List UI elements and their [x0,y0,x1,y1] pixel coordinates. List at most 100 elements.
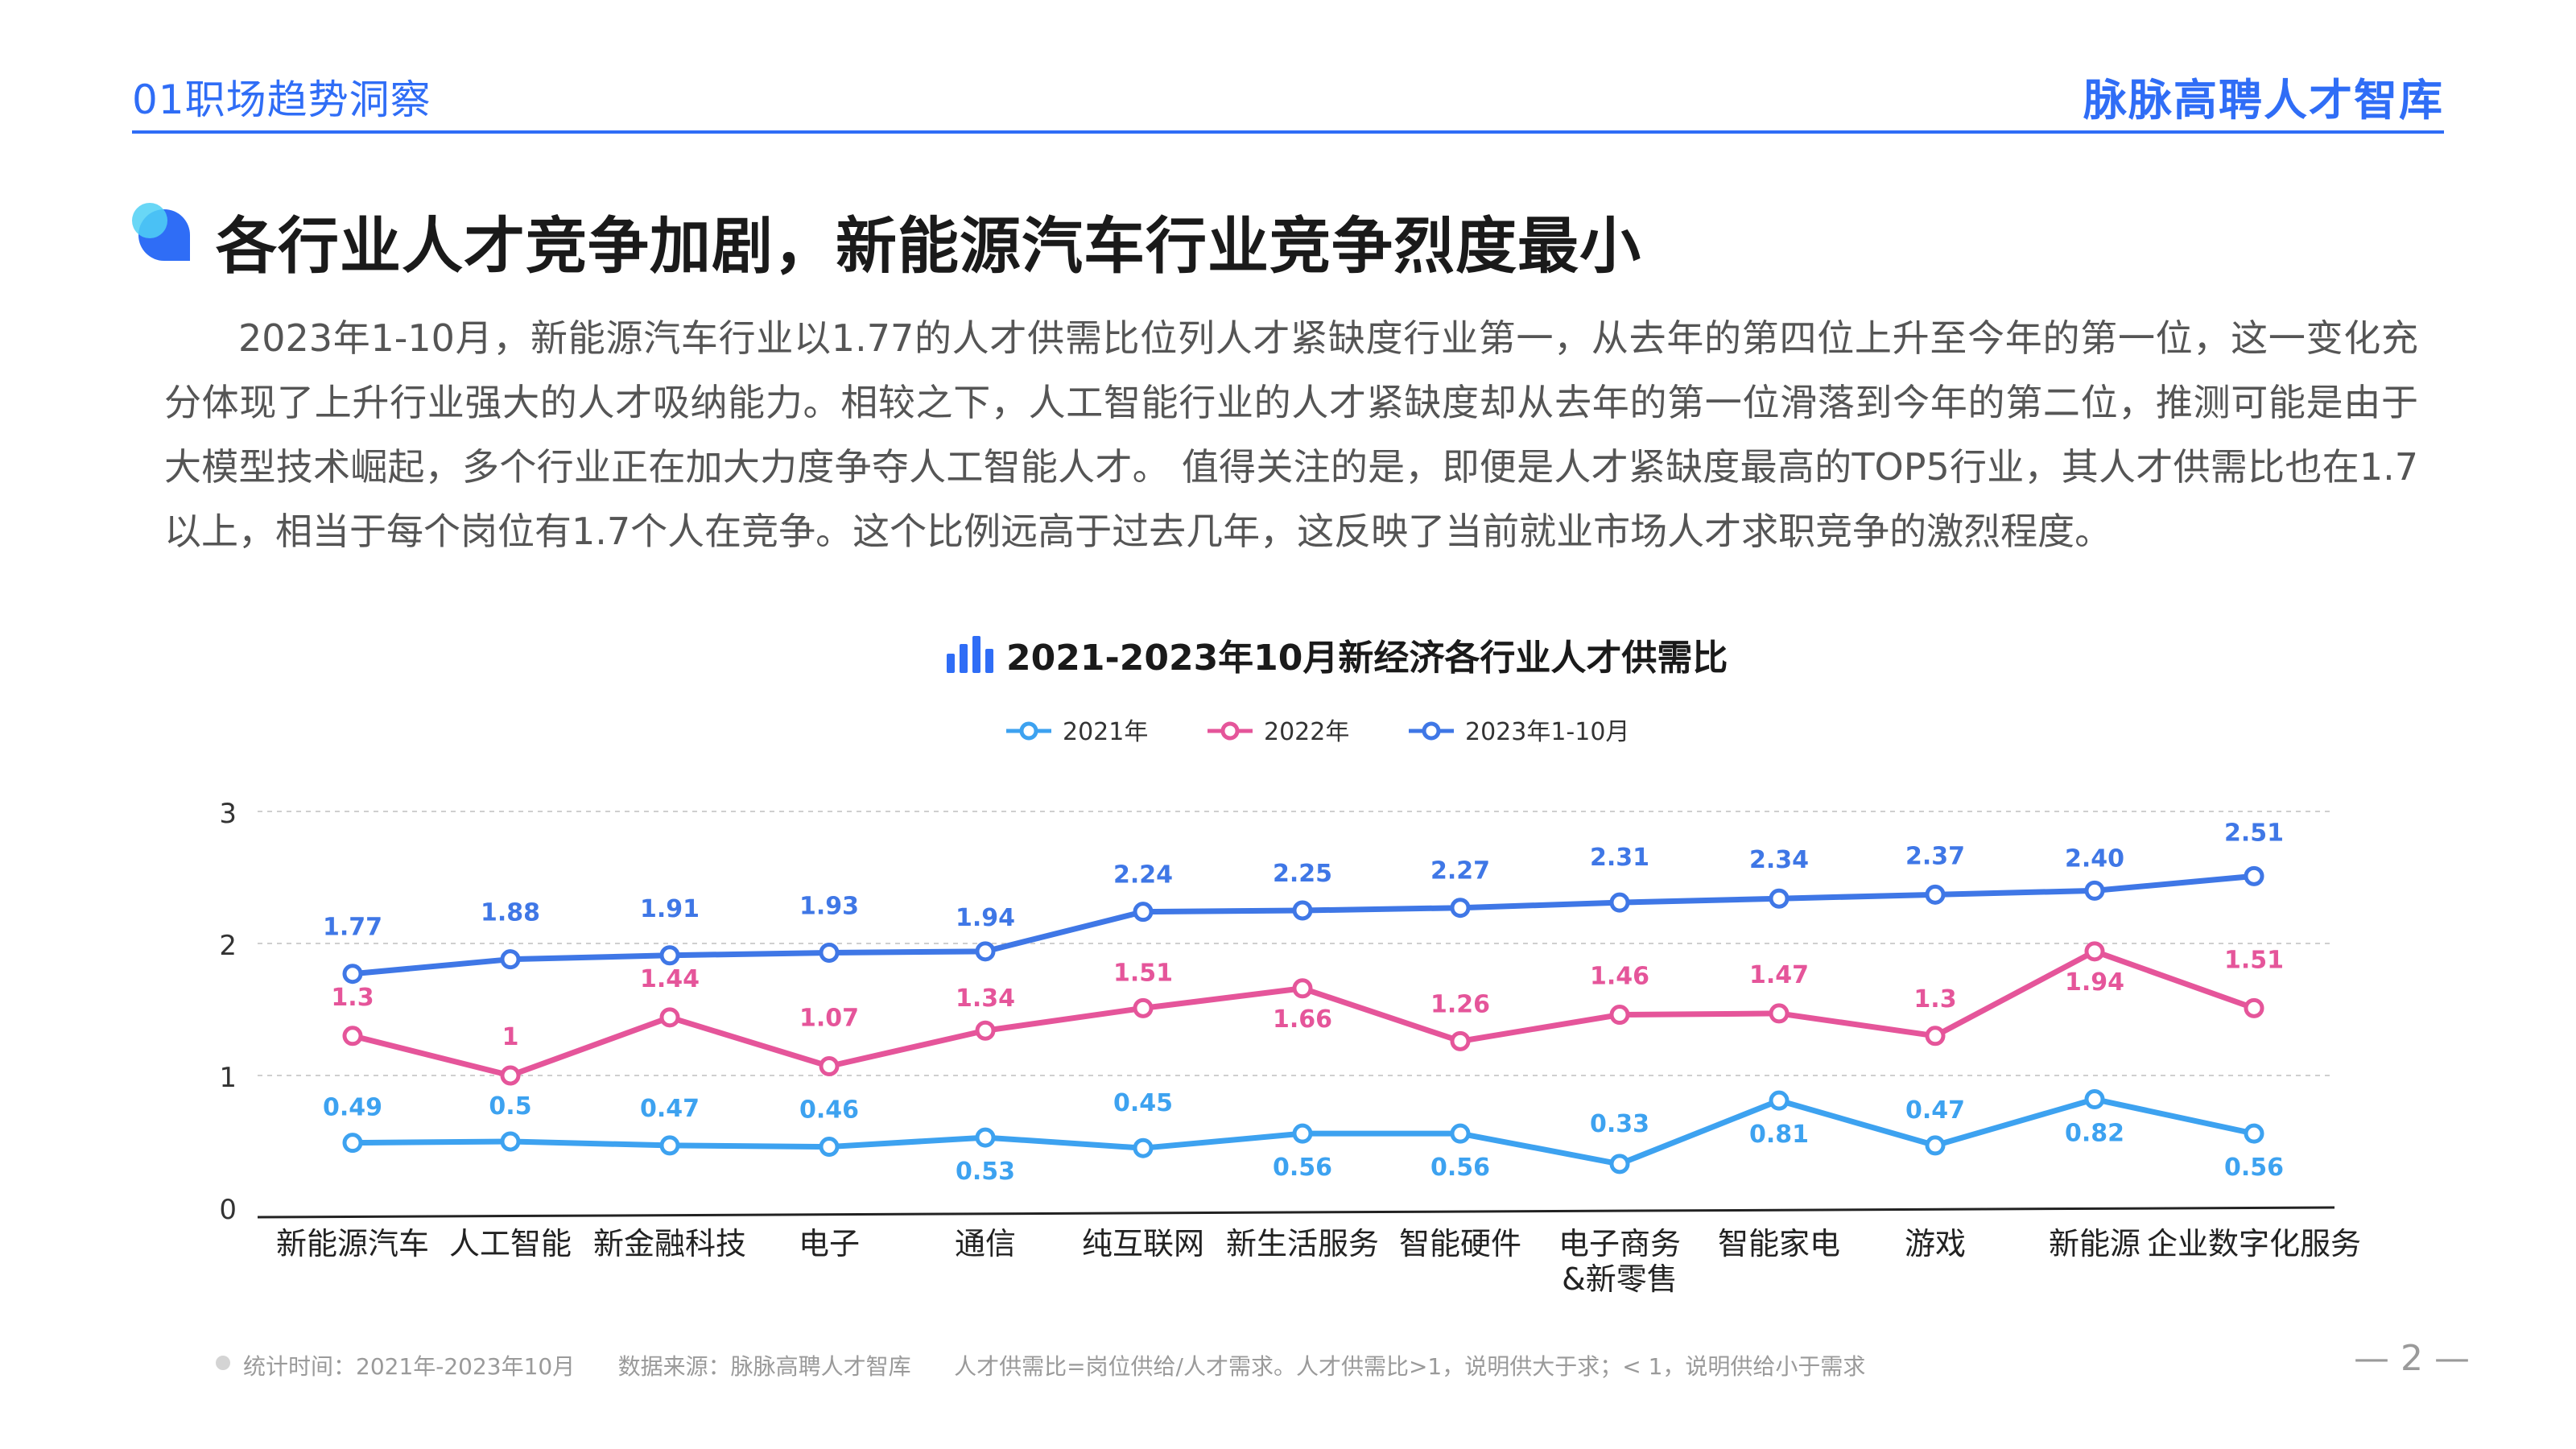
data-point [975,941,996,962]
data-point [1769,888,1790,909]
data-point [819,1056,840,1077]
data-label: 1 [502,1023,519,1051]
footer-definition: 人才供需比=岗位供给/人才需求。人才供需比>1，说明供大于求；< 1，说明供给小… [954,1353,1866,1380]
header-divider [132,130,2444,134]
data-label: 1.26 [1430,990,1490,1018]
footer-stat-time: 统计时间：2021年-2023年10月 [243,1353,576,1380]
y-tick-label: 0 [219,1194,237,1226]
data-point [2244,865,2264,886]
data-point [1925,1026,1946,1046]
data-label: 2.34 [1749,846,1809,874]
data-point [659,1007,680,1028]
x-tick-label: 新能源汽车 [276,1226,429,1261]
series-2: 1.77 1.88 1.91 1.93 1.94 2.24 2.25 2.27 2.31 2.34… [323,819,2284,985]
data-point [2084,1089,2105,1110]
data-label: 1.3 [331,984,374,1012]
data-point [1609,892,1630,913]
line-chart: 2021-2023年10月新经济各行业人才供需比 2021年 2022年 2023年… [219,636,2361,1297]
data-point [1925,884,1946,905]
data-point [342,1133,363,1154]
data-point [1133,902,1154,923]
data-label: 1.93 [799,892,859,920]
data-point [1925,1135,1946,1156]
data-label: 1.91 [640,895,700,923]
data-point [1609,1005,1630,1026]
data-label: 1.94 [2065,968,2124,997]
chart-legend: 2021年 2022年 2023年1-10月 [1006,718,1629,746]
y-tick-label: 2 [219,930,237,962]
series-0: 0.49 0.5 0.47 0.46 0.53 0.45 0.56 0.56 0.33 0.81 0… [323,1089,2284,1186]
legend-label: 2022年 [1264,718,1349,746]
x-tick-label: 纯互联网 [1082,1226,1204,1261]
data-point [2084,880,2105,901]
x-axis: 新能源汽车 人工智能 新金融科技 电子 通信 纯互联网 新生活服务 智能硬件 电子商务&新零售 智… [257,1206,2361,1297]
data-point [1133,997,1154,1018]
data-label: 0.53 [956,1158,1015,1186]
data-label: 1.77 [323,914,382,942]
data-label: 2.40 [2065,844,2124,873]
x-tick-label: 新金融科技 [593,1226,746,1261]
data-label: 2.27 [1430,857,1490,886]
data-label: 2.37 [1905,842,1965,870]
page-title: 各行业人才竞争加剧，新能源汽车行业竞争烈度最小 [216,210,1641,282]
y-tick-label: 1 [219,1062,237,1094]
data-label: 0.56 [2224,1154,2284,1182]
data-label: 1.46 [1590,963,1649,991]
x-tick-label: 智能家电 [1718,1226,1840,1261]
y-tick-label: 3 [219,798,237,830]
data-point [1450,1123,1471,1144]
data-point [2244,997,2264,1018]
data-label: 0.33 [1590,1110,1649,1138]
x-tick-label: 电子 [799,1226,860,1261]
data-label: 1.51 [2224,946,2284,974]
data-point [500,949,521,970]
footer-bullet-icon [216,1356,230,1370]
data-label: 2.24 [1113,861,1173,890]
data-point [1769,1003,1790,1024]
x-tick-label: 通信 [955,1226,1016,1261]
legend-label: 2023年1-10月 [1465,718,1629,746]
data-label: 0.47 [1905,1096,1965,1125]
data-point [1450,1030,1471,1051]
data-label: 2.25 [1273,860,1332,888]
x-tick-label: 新生活服务 [1226,1226,1379,1261]
section-label: 01职场趋势洞察 [132,76,431,123]
data-label: 0.46 [799,1096,859,1125]
data-point [500,1065,521,1086]
footer-source: 数据来源：脉脉高聘人才智库 [617,1353,911,1380]
intro-paragraph: 2023年1-10月，新能源汽车行业以1.77的人才供需比位列人才紧缺度行业第一… [164,316,2418,553]
data-point [2084,941,2105,962]
page-number: — 2 — [2354,1338,2470,1379]
series-1: 1.3 1 1.44 1.07 1.34 1.51 1.66 1.26 1.46 1.47 1.3 1… [331,941,2284,1086]
data-label: 0.82 [2065,1120,2124,1148]
data-label: 0.56 [1430,1154,1490,1182]
legend-marker [1422,721,1441,741]
brand-name: 脉脉高聘人才智库 [2083,75,2444,126]
data-point [659,945,680,966]
data-label: 1.66 [1273,1005,1332,1034]
data-point [659,1135,680,1156]
data-label: 1.07 [799,1005,859,1033]
data-label: 0.81 [1749,1121,1809,1149]
data-label: 0.5 [489,1092,531,1121]
data-label: 1.51 [1113,959,1173,987]
data-point [1292,900,1313,921]
data-point [819,1137,840,1158]
data-point [342,964,363,985]
data-label: 1.44 [640,965,700,993]
data-point [975,1020,996,1041]
data-point [342,1026,363,1046]
chart-title: 2021-2023年10月新经济各行业人才供需比 [1006,638,1728,679]
data-label: 1.47 [1749,961,1809,989]
chart-grid [258,811,2334,1076]
legend-marker [1019,721,1038,741]
x-tick-label: 智能硬件 [1399,1226,1521,1261]
chart-series: 0.49 0.5 0.47 0.46 0.53 0.45 0.56 0.56 0.33 0.81 0… [323,819,2284,1186]
x-axis-line [257,1206,2335,1219]
x-tick-label: 新能源 [2049,1226,2140,1261]
data-point [2244,1123,2264,1144]
data-label: 0.47 [640,1095,700,1123]
data-point [1769,1090,1790,1111]
data-label: 2.51 [2224,819,2284,847]
data-label: 0.56 [1273,1154,1332,1182]
